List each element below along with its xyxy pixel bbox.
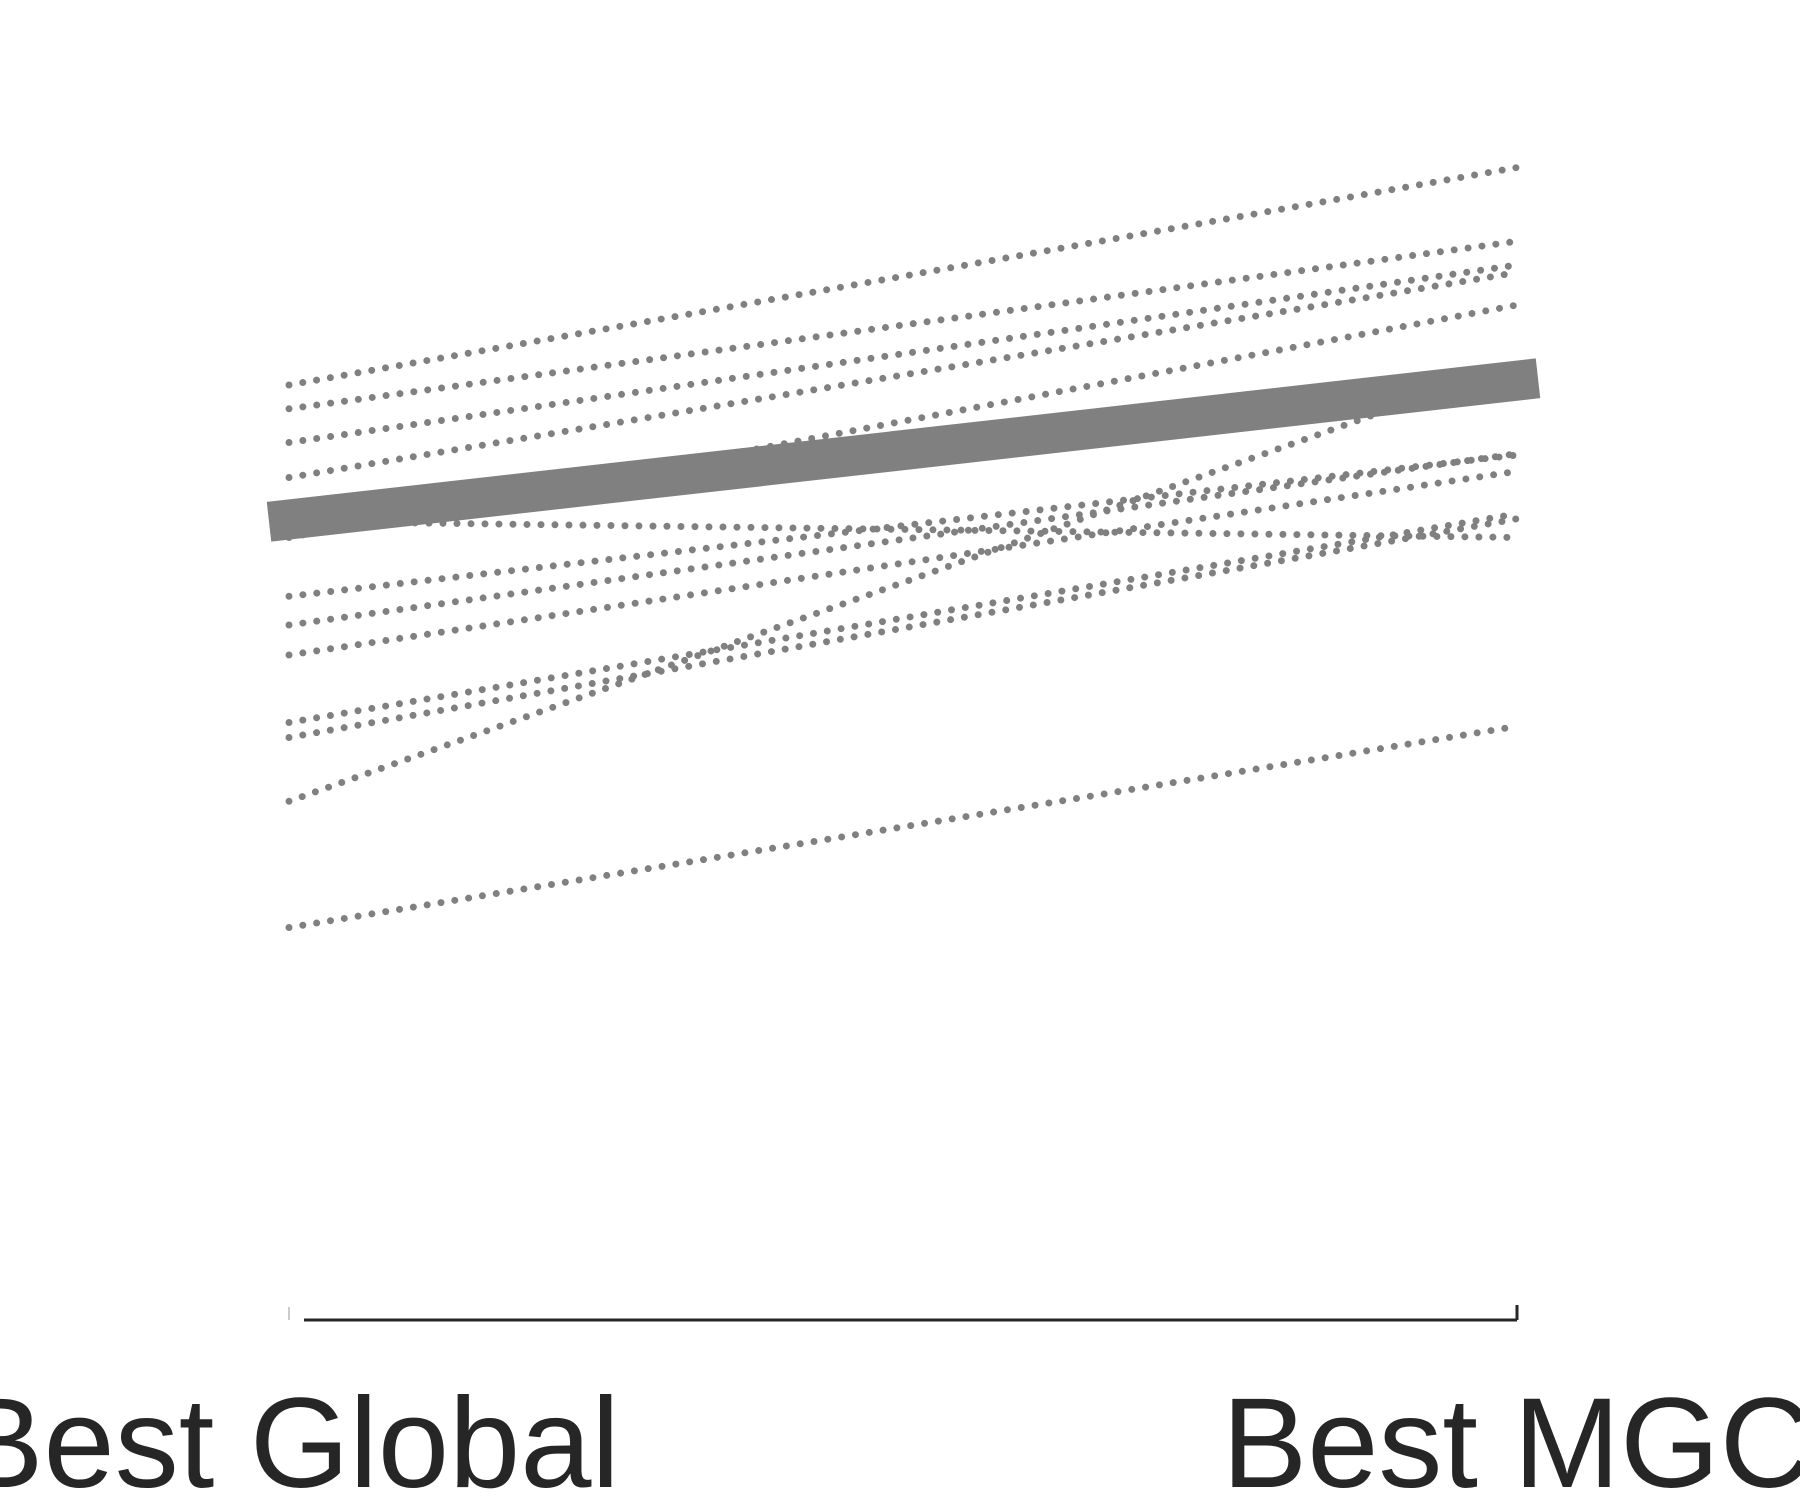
series-layer — [266, 164, 1541, 931]
series-line — [285, 164, 1521, 389]
series-line — [285, 451, 1521, 600]
series-line — [285, 237, 1521, 413]
series-line — [285, 450, 1521, 629]
series-line — [285, 515, 1521, 741]
series-line — [285, 269, 1521, 481]
x-tick-label: Best Global — [0, 1372, 620, 1500]
series-line — [285, 261, 1521, 446]
series-line — [285, 467, 1521, 659]
series-line — [285, 517, 1521, 541]
series-line — [285, 510, 1521, 726]
series-line — [285, 722, 1521, 931]
mean-line — [266, 358, 1541, 542]
x-tick-label: Best MGC — [1222, 1372, 1800, 1500]
x-axis — [288, 1305, 1519, 1322]
series-line — [285, 360, 1521, 805]
